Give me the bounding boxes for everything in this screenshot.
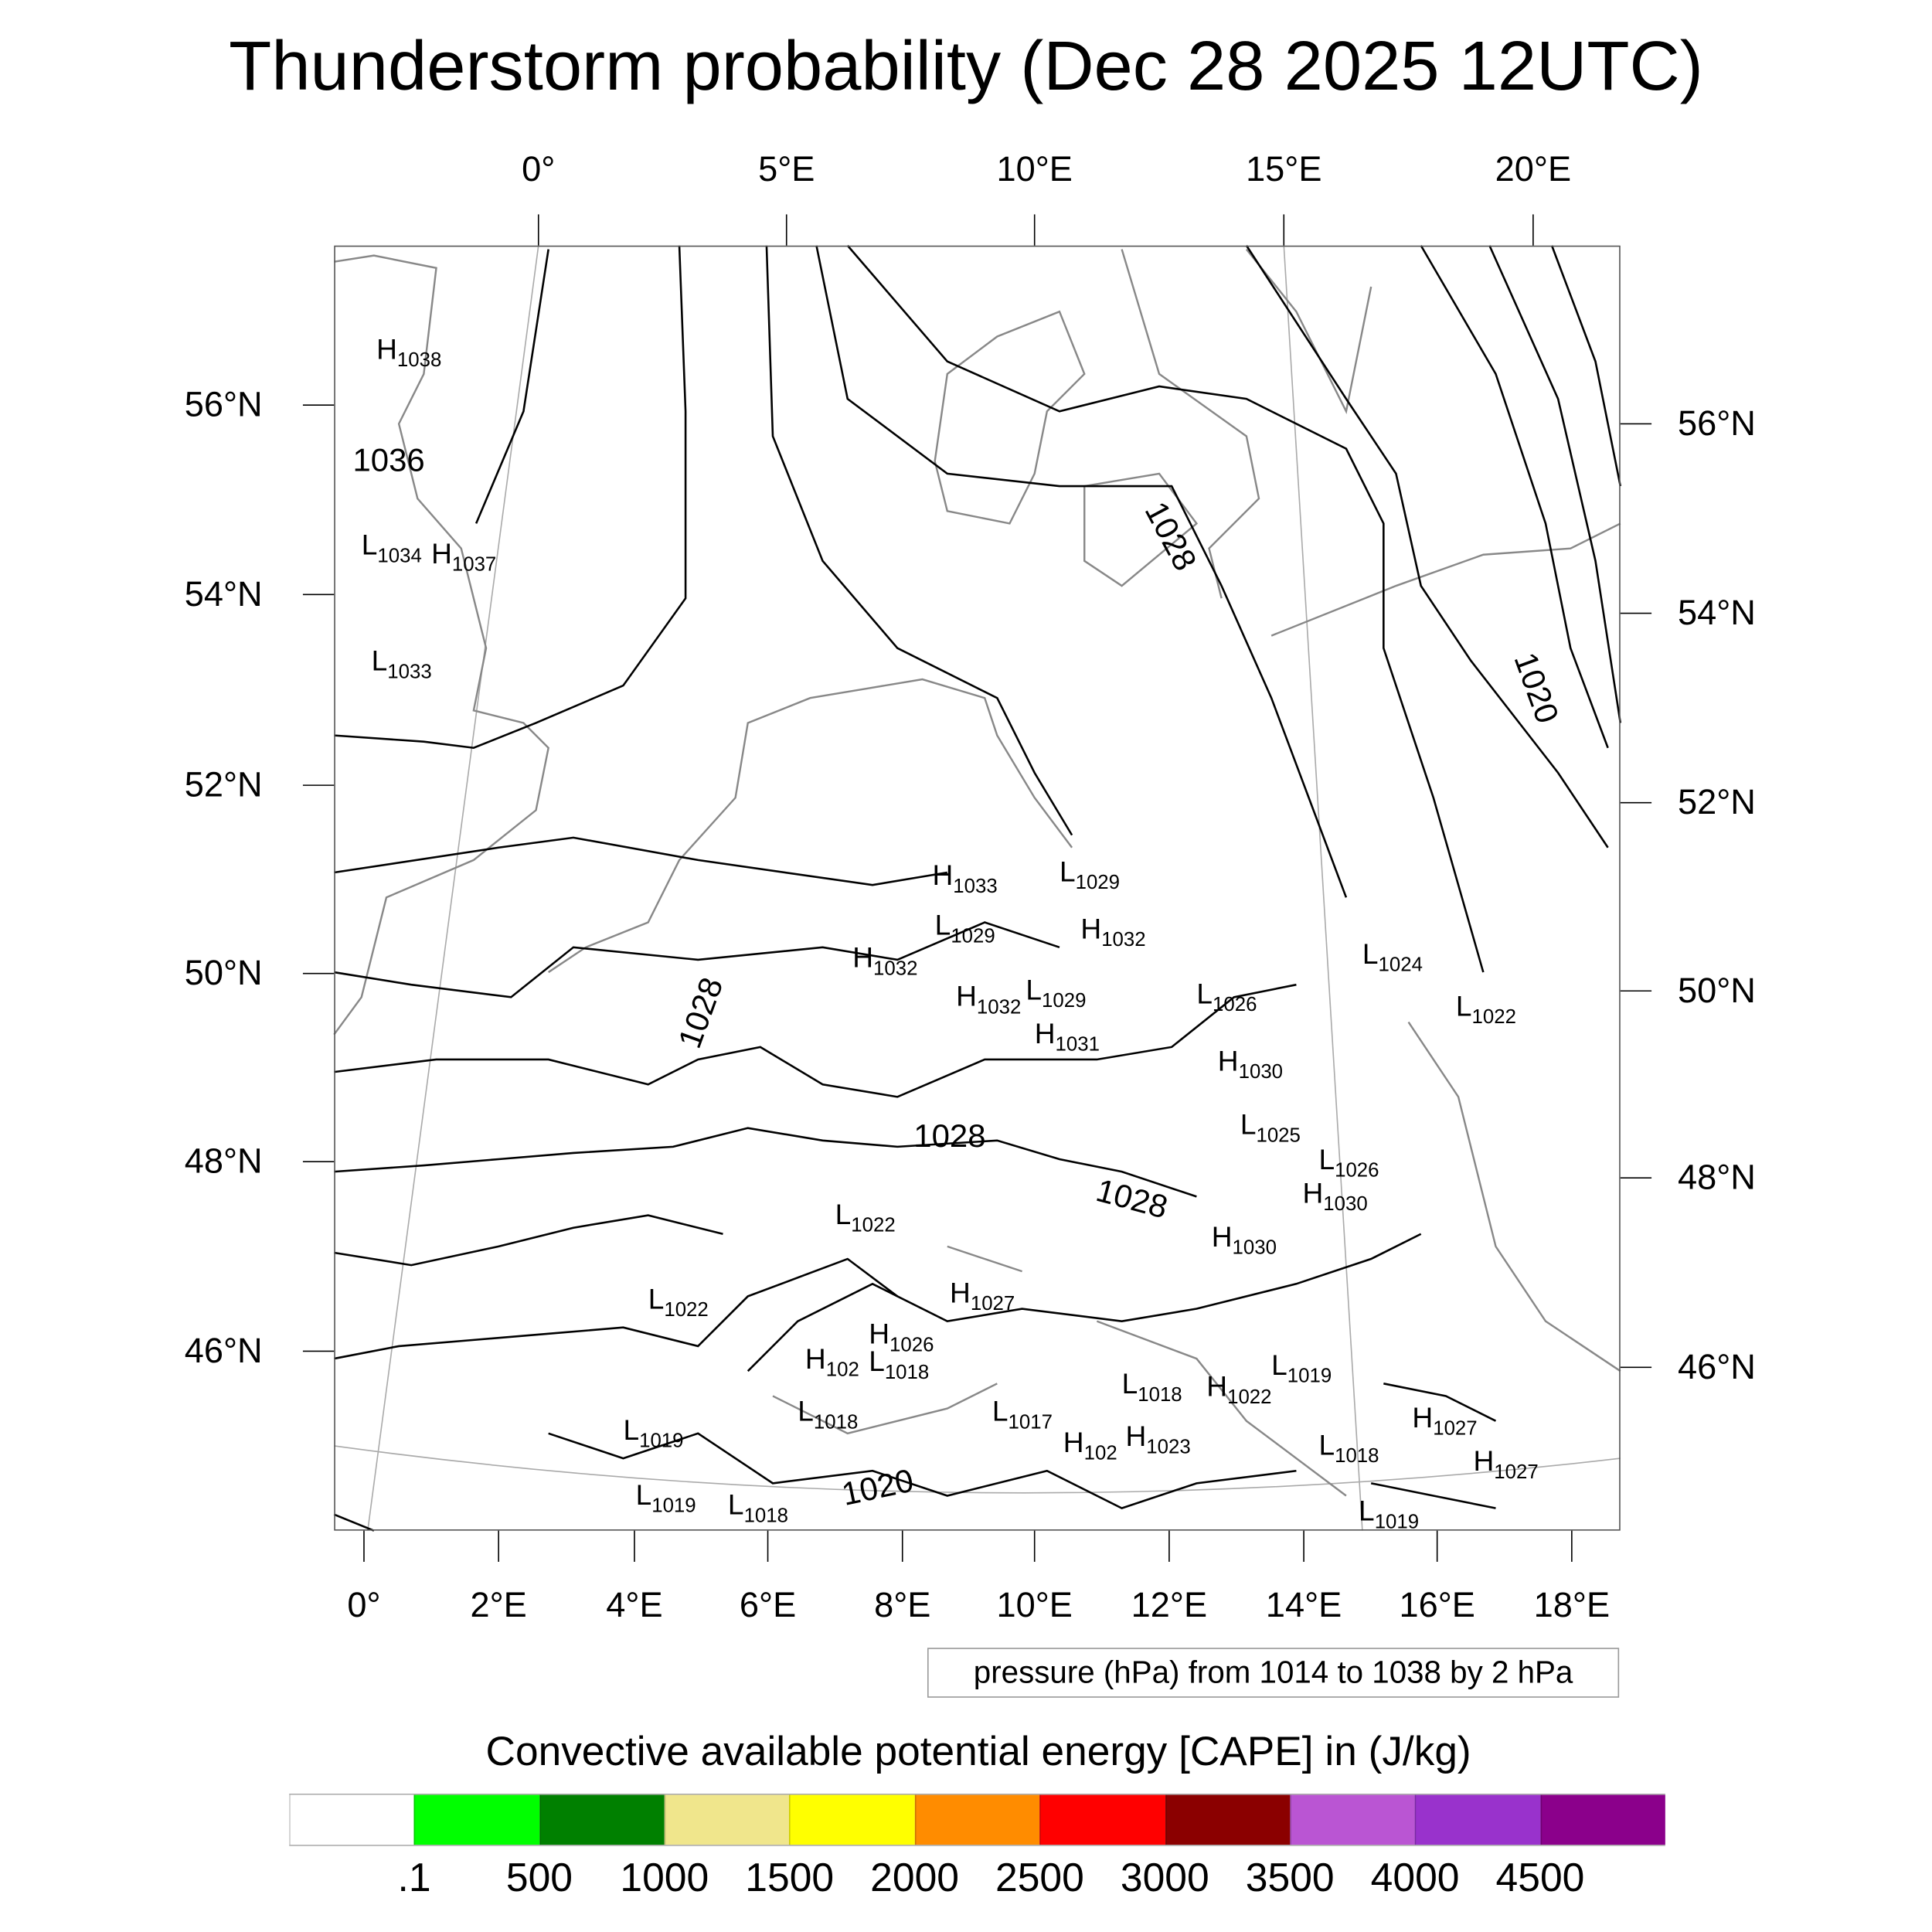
- bottom-lon-tick-label: 0°: [347, 1585, 381, 1624]
- right-lat-tick-label: 54°N: [1677, 593, 1756, 632]
- pressure-center-label: L1029: [934, 908, 995, 947]
- colorbar-tick-label: 3000: [1120, 1854, 1209, 1900]
- pressure-center-label: H1032: [956, 979, 1022, 1019]
- pressure-center-label: L1024: [1362, 937, 1423, 976]
- colorbar-swatch: [289, 1794, 415, 1845]
- colorbar-tick-label: 4000: [1370, 1854, 1460, 1900]
- pressure-center-label: L1018: [1318, 1428, 1379, 1468]
- top-lon-tick-label: 10°E: [996, 149, 1073, 189]
- pressure-center-label: L1018: [727, 1488, 788, 1527]
- bottom-lon-tick-label: 4°E: [606, 1585, 663, 1624]
- colorbar: [289, 1793, 1665, 1846]
- right-lat-tick-label: 52°N: [1677, 782, 1756, 821]
- pressure-center-label: H1026: [869, 1317, 934, 1356]
- right-lat-tick-label: 48°N: [1677, 1158, 1756, 1197]
- colorbar-swatch: [914, 1794, 1040, 1845]
- pressure-center-label: L1019: [623, 1413, 684, 1453]
- pressure-center-label: L1018: [1121, 1367, 1182, 1406]
- graticule: [334, 245, 1621, 1531]
- colorbar-swatch: [414, 1794, 539, 1845]
- pressure-center-label: L1022: [1455, 989, 1516, 1029]
- colorbar-swatch: [1039, 1794, 1165, 1845]
- pressure-center-label: H1027: [950, 1276, 1015, 1315]
- left-lat-tick-label: 50°N: [184, 953, 263, 992]
- left-lat-tick-label: 46°N: [184, 1331, 263, 1370]
- bottom-lon-tick-label: 14°E: [1265, 1585, 1342, 1624]
- pressure-center-label: H1022: [1206, 1369, 1272, 1409]
- left-lat-tick-label: 48°N: [184, 1141, 263, 1181]
- tick-marks: [302, 214, 1652, 1562]
- pressure-center-label: H1032: [852, 940, 918, 980]
- right-lat-tick-label: 46°N: [1677, 1347, 1756, 1386]
- colorbar-title: Convective available potential energy [C…: [485, 1727, 1471, 1774]
- bottom-lon-tick-label: 6°E: [739, 1585, 797, 1624]
- left-lat-tick-label: 56°N: [184, 385, 263, 424]
- top-lon-tick-label: 0°: [522, 149, 556, 189]
- colorbar-swatch: [1539, 1794, 1665, 1845]
- pressure-center-label: H1033: [932, 859, 998, 898]
- bottom-lon-tick-label: 8°E: [874, 1585, 931, 1624]
- left-lat-tick-label: 54°N: [184, 574, 263, 614]
- colorbar-swatch: [1165, 1794, 1291, 1845]
- colorbar-tick-label: 4500: [1495, 1854, 1585, 1900]
- pressure-center-label: L1017: [992, 1394, 1053, 1434]
- isobar-value-label: 1036: [352, 442, 424, 478]
- bottom-lon-tick-label: 16°E: [1399, 1585, 1475, 1624]
- pressure-center-label: L1034: [361, 528, 422, 567]
- pressure-center-label: H1032: [1080, 912, 1146, 951]
- colorbar-swatch: [539, 1794, 665, 1845]
- pressure-center-label: H1030: [1302, 1176, 1368, 1216]
- pressure-center-label: H1023: [1125, 1420, 1191, 1459]
- pressure-center-label: L1025: [1240, 1107, 1301, 1147]
- pressure-center-label: H102: [1063, 1426, 1117, 1465]
- bottom-lon-tick-label: 10°E: [996, 1585, 1073, 1624]
- colorbar-tick-label: 500: [505, 1854, 573, 1900]
- colorbar-tick-label: 2000: [870, 1854, 959, 1900]
- chart-title: Thunderstorm probability (Dec 28 2025 12…: [229, 26, 1703, 105]
- isobar-value-label: 1028: [913, 1117, 985, 1154]
- pressure-center-label: H1030: [1211, 1220, 1277, 1260]
- contour-info-box: pressure (hPa) from 1014 to 1038 by 2 hP…: [927, 1648, 1620, 1698]
- pressure-center-label: L1026: [1196, 977, 1257, 1016]
- pressure-center-label: H1038: [376, 332, 442, 372]
- pressure-center-label: L1018: [798, 1394, 859, 1434]
- plot-frame: [334, 245, 1621, 1531]
- bottom-lon-tick-label: 18°E: [1533, 1585, 1611, 1624]
- right-lat-tick-label: 50°N: [1677, 971, 1756, 1010]
- top-lon-tick-label: 20°E: [1495, 149, 1572, 189]
- colorbar-tick-label: 1500: [745, 1854, 835, 1900]
- top-lon-tick-label: 15°E: [1246, 149, 1322, 189]
- colorbar-tick-label: 2500: [995, 1854, 1084, 1900]
- left-lat-tick-label: 52°N: [184, 765, 263, 804]
- pressure-center-label: H102: [804, 1342, 859, 1382]
- pressure-center-label: H1037: [431, 537, 497, 577]
- pressure-center-label: H1027: [1412, 1400, 1478, 1440]
- colorbar-swatch: [1415, 1794, 1540, 1845]
- pressure-center-label: L1029: [1026, 973, 1087, 1012]
- isobars: [333, 244, 1622, 1532]
- pressure-center-label: H1031: [1034, 1017, 1100, 1056]
- pressure-center-label: L1019: [635, 1478, 696, 1517]
- colorbar-swatch: [789, 1794, 915, 1845]
- bottom-lon-tick-label: 2°E: [470, 1585, 527, 1624]
- pressure-center-label: L1026: [1318, 1143, 1379, 1182]
- pressure-center-label: L1022: [835, 1197, 896, 1236]
- pressure-center-label: L1019: [1271, 1349, 1332, 1388]
- pressure-center-label: L1033: [371, 644, 432, 683]
- pressure-center-label: H1030: [1217, 1044, 1284, 1083]
- colorbar-tick-label: .1: [397, 1854, 431, 1900]
- right-lat-tick-label: 56°N: [1677, 403, 1756, 443]
- bottom-lon-tick-label: 12°E: [1131, 1585, 1208, 1624]
- top-lon-tick-label: 5°E: [758, 149, 815, 189]
- colorbar-tick-label: 1000: [620, 1854, 709, 1900]
- colorbar-swatch: [1290, 1794, 1416, 1845]
- pressure-center-label: L1022: [648, 1282, 709, 1321]
- colorbar-tick-label: 3500: [1245, 1854, 1335, 1900]
- colorbar-swatch: [664, 1794, 790, 1845]
- pressure-center-label: L1029: [1059, 855, 1121, 894]
- pressure-center-label: L1018: [869, 1345, 930, 1384]
- pressure-center-label: H1027: [1473, 1444, 1539, 1484]
